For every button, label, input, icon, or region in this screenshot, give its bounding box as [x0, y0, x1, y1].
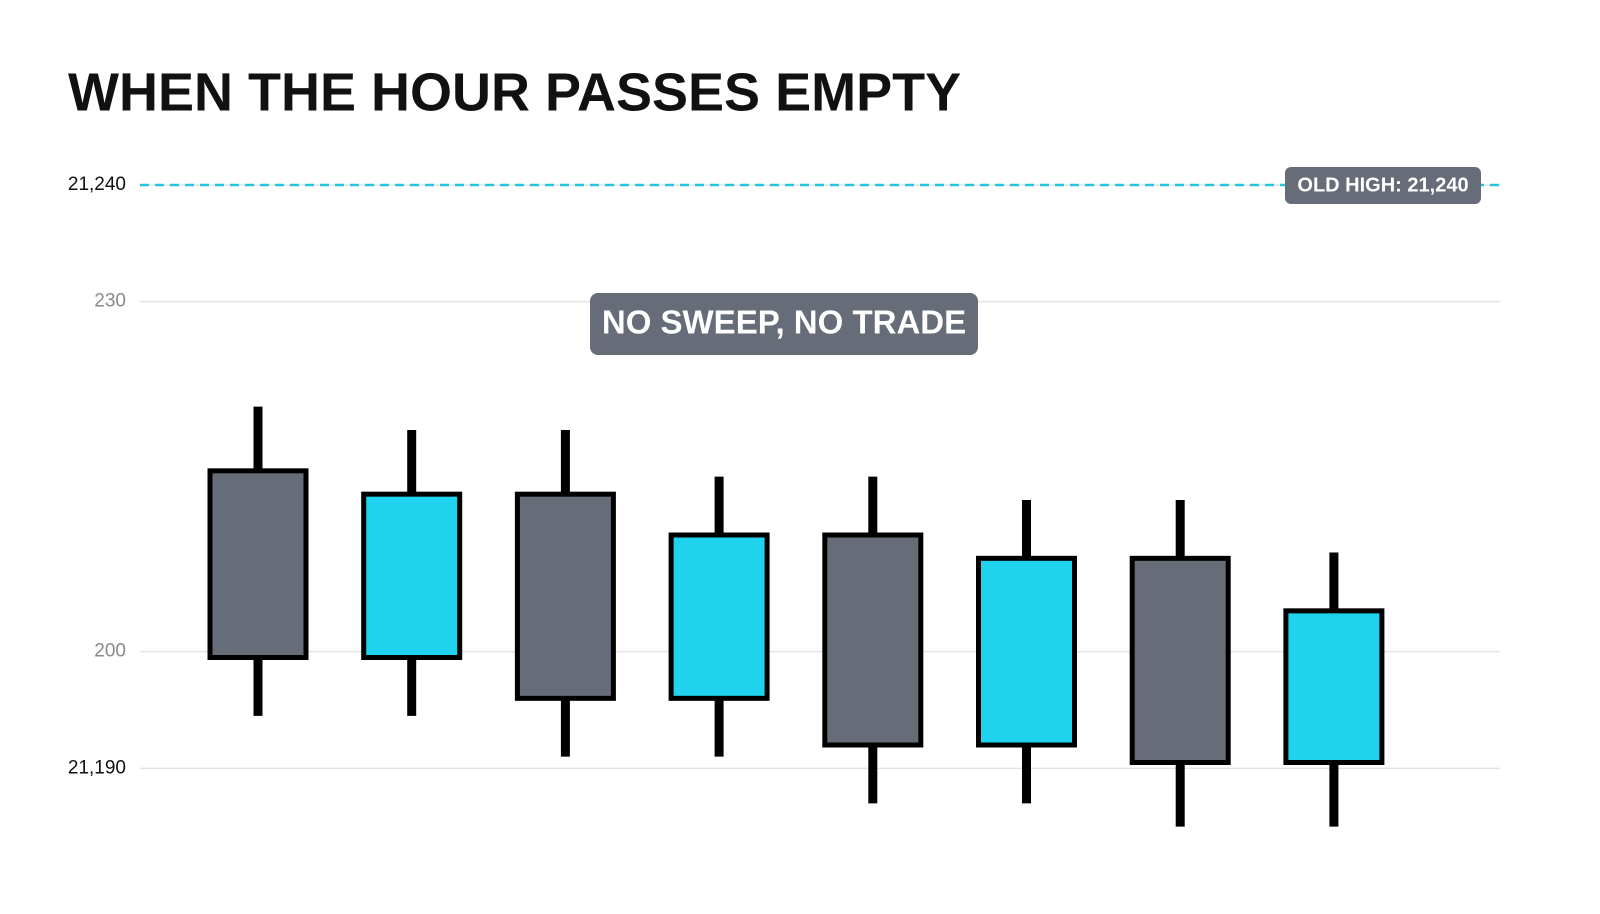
y-tick-label: 21,190 [68, 757, 126, 778]
annotation-box [590, 293, 978, 355]
candle-body [514, 491, 616, 701]
reference-label-box [1285, 167, 1481, 204]
y-tick-label: 230 [94, 291, 126, 312]
candle-body [1129, 555, 1231, 765]
candle-body [361, 491, 463, 660]
annotation: NO SWEEP, NO TRADE [602, 304, 966, 341]
candle-body [822, 532, 924, 748]
y-tick-label: 200 [94, 641, 126, 662]
candle-body [976, 555, 1077, 748]
candle-body [668, 532, 770, 701]
chart-title: WHEN THE HOUR PASSES EMPTY [68, 62, 961, 122]
candle-body [1283, 608, 1385, 765]
reference-label: OLD HIGH: 21,240 [1297, 174, 1468, 196]
y-tick-label: 21,240 [68, 174, 126, 195]
candle-body [207, 468, 309, 661]
